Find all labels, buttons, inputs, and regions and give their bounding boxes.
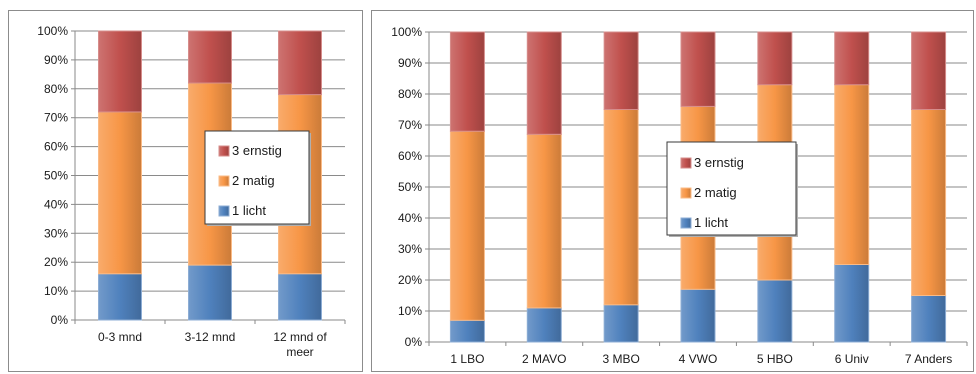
y-tick-label: 30% <box>398 242 422 256</box>
legend-label: 2 matig <box>232 173 275 188</box>
x-tick-label: 4 VWO <box>679 352 718 366</box>
x-tick-label: 3 MBO <box>602 352 639 366</box>
x-tick-label: 5 HBO <box>757 352 793 366</box>
legend-swatch <box>218 145 230 157</box>
bar-segment-3-ernstig <box>98 30 142 113</box>
y-tick-label: 80% <box>398 87 422 101</box>
y-tick-label: 90% <box>44 53 68 67</box>
y-tick-label: 70% <box>398 118 422 132</box>
bar-segment-2-matig <box>449 130 485 321</box>
bar-segment-1-licht <box>526 307 562 343</box>
y-tick-label: 40% <box>398 211 422 225</box>
bar-segment-1-licht <box>449 319 485 343</box>
bar-segment-3-ernstig <box>757 31 793 86</box>
x-tick-label: meer <box>286 345 313 359</box>
y-tick-label: 60% <box>44 140 68 154</box>
bar-segment-3-ernstig <box>278 30 322 96</box>
bar-segment-1-licht <box>680 288 716 343</box>
y-tick-label: 0% <box>405 335 423 349</box>
x-tick-label: 0-3 mnd <box>98 330 142 344</box>
bar-segment-2-matig <box>603 109 639 306</box>
bar-segment-3-ernstig <box>603 31 639 110</box>
y-tick-label: 100% <box>37 24 68 38</box>
x-tick-label: 3-12 mnd <box>185 330 236 344</box>
bar-segment-3-ernstig <box>449 31 485 132</box>
y-tick-label: 40% <box>44 197 68 211</box>
y-tick-label: 50% <box>398 180 422 194</box>
y-tick-label: 0% <box>51 313 69 327</box>
x-tick-label: 1 LBO <box>450 352 484 366</box>
legend-swatch <box>218 175 230 187</box>
y-tick-label: 50% <box>44 169 68 183</box>
x-tick-label: 12 mnd of <box>273 330 327 344</box>
bar-segment-3-ernstig <box>188 30 232 84</box>
chart-education-panel: 0% 10% 20% 30% 40% 50% 60% 70% 80% 90% 100% 1 LBO 2 … <box>371 10 974 372</box>
bar-segment-3-ernstig <box>680 31 716 107</box>
y-tick-label: 20% <box>44 255 68 269</box>
chart-education: 0% 10% 20% 30% 40% 50% 60% 70% 80% 90% 100% 1 LBO 2 … <box>391 25 968 366</box>
legend-label: 1 licht <box>694 215 728 230</box>
bar-segment-1-licht <box>278 273 322 321</box>
y-tick-label: 70% <box>44 111 68 125</box>
bar-segment-3-ernstig <box>526 31 562 135</box>
legend-label: 2 matig <box>694 185 737 200</box>
bar-segment-1-licht <box>757 279 793 343</box>
bar-segment-1-licht <box>911 295 947 343</box>
bar-segment-3-ernstig <box>834 31 870 86</box>
legend-swatch <box>218 205 230 217</box>
y-tick-label: 100% <box>391 25 422 39</box>
legend-label: 3 ernstig <box>694 155 744 170</box>
y-tick-label: 10% <box>398 304 422 318</box>
x-tick-label: 7 Anders <box>905 352 952 366</box>
bar-segment-1-licht <box>98 273 142 321</box>
legend-swatch <box>680 157 692 169</box>
bar-segment-2-matig <box>526 133 562 309</box>
bar-segment-2-matig <box>834 84 870 265</box>
y-tick-label: 80% <box>44 82 68 96</box>
y-tick-label: 60% <box>398 149 422 163</box>
legend-label: 3 ernstig <box>232 143 282 158</box>
y-tick-label: 30% <box>44 226 68 240</box>
y-tick-label: 20% <box>398 273 422 287</box>
x-tick-label: 2 MAVO <box>522 352 566 366</box>
legend-swatch <box>680 187 692 199</box>
legend-label: 1 licht <box>232 203 266 218</box>
bar-segment-1-licht <box>834 264 870 343</box>
bar-segment-1-licht <box>603 304 639 343</box>
bar-segment-2-matig <box>911 109 947 296</box>
y-tick-label: 90% <box>398 56 422 70</box>
bar-segment-2-matig <box>98 111 142 275</box>
x-tick-label: 6 Univ <box>835 352 869 366</box>
legend-swatch <box>680 217 692 229</box>
y-tick-label: 10% <box>44 284 68 298</box>
chart-duration-panel: 0% 10% 20% 30% 40% 50% 60% 70% 80% 90% 100% 0-3 mnd… <box>8 10 363 372</box>
bar-segment-1-licht <box>188 264 232 321</box>
chart-duration: 0% 10% 20% 30% 40% 50% 60% 70% 80% 90% 100% 0-3 mnd… <box>37 24 346 359</box>
bar-segment-3-ernstig <box>911 31 947 110</box>
